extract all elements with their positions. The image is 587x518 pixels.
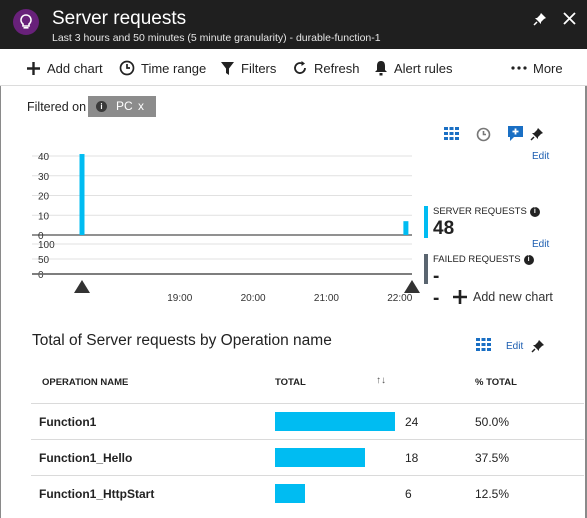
grid-icon[interactable] xyxy=(444,127,459,146)
plus-icon xyxy=(453,290,467,304)
x-tick-label: 22:00 xyxy=(387,293,412,304)
column-header-total[interactable]: TOTAL xyxy=(275,377,306,388)
ellipsis-icon xyxy=(511,66,527,70)
add-chart-label: Add chart xyxy=(47,60,103,76)
close-icon[interactable] xyxy=(563,12,576,30)
server-requests-label: SERVER REQUESTS xyxy=(433,206,527,217)
operation-name: Function1 xyxy=(39,415,97,429)
total-bar xyxy=(275,484,305,503)
alert-rules-label: Alert rules xyxy=(394,60,453,76)
y-tick-label: 10 xyxy=(38,211,50,222)
y-tick-label: 0 xyxy=(38,231,44,242)
failed-requests-swatch xyxy=(424,254,428,284)
grid-icon[interactable] xyxy=(476,338,491,357)
clock-icon xyxy=(119,60,135,76)
total-bar xyxy=(275,412,395,431)
range-end-handle xyxy=(404,280,420,293)
range-start-handle xyxy=(74,280,90,293)
add-new-chart-label: Add new chart xyxy=(473,290,553,304)
refresh-label: Refresh xyxy=(314,60,360,76)
column-header-operation[interactable]: OPERATION NAME xyxy=(42,377,129,388)
chart-bar xyxy=(79,154,85,235)
refresh-button[interactable]: Refresh xyxy=(292,58,360,78)
filter-value: PC xyxy=(116,99,133,113)
percent-value: 37.5% xyxy=(475,451,510,465)
more-button[interactable]: More xyxy=(511,58,563,78)
info-icon: i xyxy=(523,255,534,265)
x-tick-label: 20:00 xyxy=(241,293,266,304)
funnel-icon xyxy=(221,61,234,75)
operation-name: Function1_HttpStart xyxy=(39,487,155,501)
plus-icon xyxy=(27,61,40,75)
table-row[interactable]: Function1_Hello 18 37.5% xyxy=(31,439,584,476)
edit-chart-link[interactable]: Edit xyxy=(532,151,550,162)
app-insights-icon xyxy=(13,9,39,35)
add-new-chart-button[interactable]: Add new chart xyxy=(452,289,553,305)
edit-metrics-link[interactable]: Edit xyxy=(532,239,550,250)
page-title: Server requests xyxy=(52,8,187,29)
y-tick-label: 100 xyxy=(38,240,55,251)
server-requests-swatch xyxy=(424,206,428,238)
blade-content xyxy=(0,86,587,518)
remove-filter-button[interactable]: x xyxy=(138,99,144,113)
y-tick-label: 30 xyxy=(38,172,50,183)
total-value: 6 xyxy=(405,487,412,501)
filter-pill[interactable]: i PC x xyxy=(88,96,156,117)
total-bar xyxy=(275,448,365,467)
x-tick-label: 19:00 xyxy=(167,293,192,304)
blade-border-left xyxy=(0,86,1,518)
info-icon: i xyxy=(96,101,107,112)
sort-icon[interactable]: ↑↓ xyxy=(376,375,386,386)
filters-button[interactable]: Filters xyxy=(220,58,276,78)
refresh-icon xyxy=(294,61,306,74)
history-icon[interactable] xyxy=(476,127,491,147)
edit-table-link[interactable]: Edit xyxy=(506,341,524,352)
filters-label: Filters xyxy=(241,60,277,76)
blade-border-right xyxy=(585,86,587,518)
y-tick-label: 50 xyxy=(38,255,50,266)
y-tick-label: 20 xyxy=(38,192,50,203)
y-tick-label: 40 xyxy=(38,152,50,163)
add-chart-button[interactable]: Add chart xyxy=(26,58,103,78)
table-title: Total of Server requests by Operation na… xyxy=(32,332,332,349)
pin-chart-icon[interactable] xyxy=(530,127,544,146)
y-tick-label: 0 xyxy=(38,270,44,281)
time-range-button[interactable]: Time range xyxy=(119,58,206,78)
filtered-on-label: Filtered on xyxy=(27,100,87,114)
pin-icon[interactable] xyxy=(533,12,547,31)
chart-bar xyxy=(403,221,409,235)
alert-rules-button[interactable]: Alert rules xyxy=(374,58,453,78)
more-label: More xyxy=(533,60,563,76)
info-icon: i xyxy=(529,207,540,217)
percent-value: 12.5% xyxy=(475,487,510,501)
time-range-label: Time range xyxy=(141,60,207,76)
table-row[interactable]: Function1 24 50.0% xyxy=(31,403,584,440)
percent-value: 50.0% xyxy=(475,415,510,429)
x-tick-label: 21:00 xyxy=(314,293,339,304)
operation-name: Function1_Hello xyxy=(39,451,133,465)
bell-icon xyxy=(375,61,387,76)
title-bar: Server requests Last 3 hours and 50 minu… xyxy=(0,0,587,49)
table-row[interactable]: Function1_HttpStart 6 12.5% xyxy=(31,475,584,512)
total-value: 18 xyxy=(405,451,419,465)
page-subtitle: Last 3 hours and 50 minutes (5 minute gr… xyxy=(52,32,381,44)
failed-requests-value: -- xyxy=(433,266,440,309)
pin-table-icon[interactable] xyxy=(531,339,545,358)
column-header-percent[interactable]: % TOTAL xyxy=(475,377,517,388)
failed-requests-label: FAILED REQUESTS xyxy=(433,254,521,265)
total-value: 24 xyxy=(405,415,419,429)
server-requests-value: 48 xyxy=(433,218,455,239)
command-bar: Add chart Time range Filters Refresh Ale… xyxy=(0,49,587,86)
add-annotation-icon[interactable] xyxy=(507,125,524,147)
